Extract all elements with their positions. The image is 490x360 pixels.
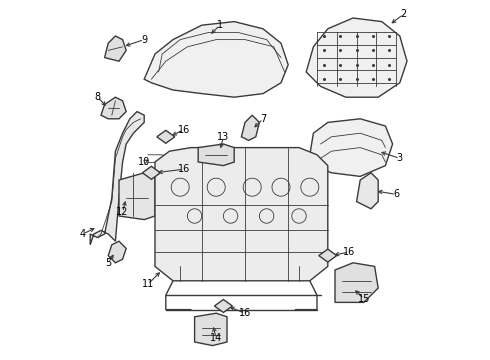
Text: 10: 10 [138, 157, 150, 167]
Text: 2: 2 [400, 9, 407, 19]
Polygon shape [119, 173, 155, 220]
Polygon shape [242, 115, 259, 140]
Polygon shape [335, 263, 378, 302]
Text: 7: 7 [260, 114, 266, 124]
Polygon shape [215, 300, 232, 312]
Text: 15: 15 [358, 294, 370, 304]
Text: 14: 14 [210, 333, 222, 343]
Polygon shape [104, 36, 126, 61]
Polygon shape [144, 22, 288, 97]
Text: 6: 6 [393, 189, 399, 199]
Polygon shape [143, 166, 160, 179]
Polygon shape [108, 241, 126, 263]
Text: 13: 13 [217, 132, 229, 142]
Text: 16: 16 [343, 247, 356, 257]
Polygon shape [101, 97, 126, 119]
Polygon shape [198, 144, 234, 166]
Text: 12: 12 [117, 207, 129, 217]
Polygon shape [310, 119, 392, 176]
Polygon shape [157, 130, 175, 143]
Text: 8: 8 [95, 92, 100, 102]
Polygon shape [195, 313, 227, 346]
Text: 11: 11 [142, 279, 154, 289]
Polygon shape [319, 249, 337, 262]
Text: 5: 5 [105, 258, 111, 268]
Text: 16: 16 [178, 164, 190, 174]
Text: 9: 9 [141, 35, 147, 45]
Polygon shape [306, 18, 407, 97]
Text: 1: 1 [217, 20, 223, 30]
Polygon shape [357, 173, 378, 209]
Text: 16: 16 [178, 125, 190, 135]
Polygon shape [155, 148, 328, 281]
Text: 4: 4 [80, 229, 86, 239]
Polygon shape [90, 112, 144, 245]
Text: 3: 3 [397, 153, 403, 163]
Text: 16: 16 [239, 308, 251, 318]
